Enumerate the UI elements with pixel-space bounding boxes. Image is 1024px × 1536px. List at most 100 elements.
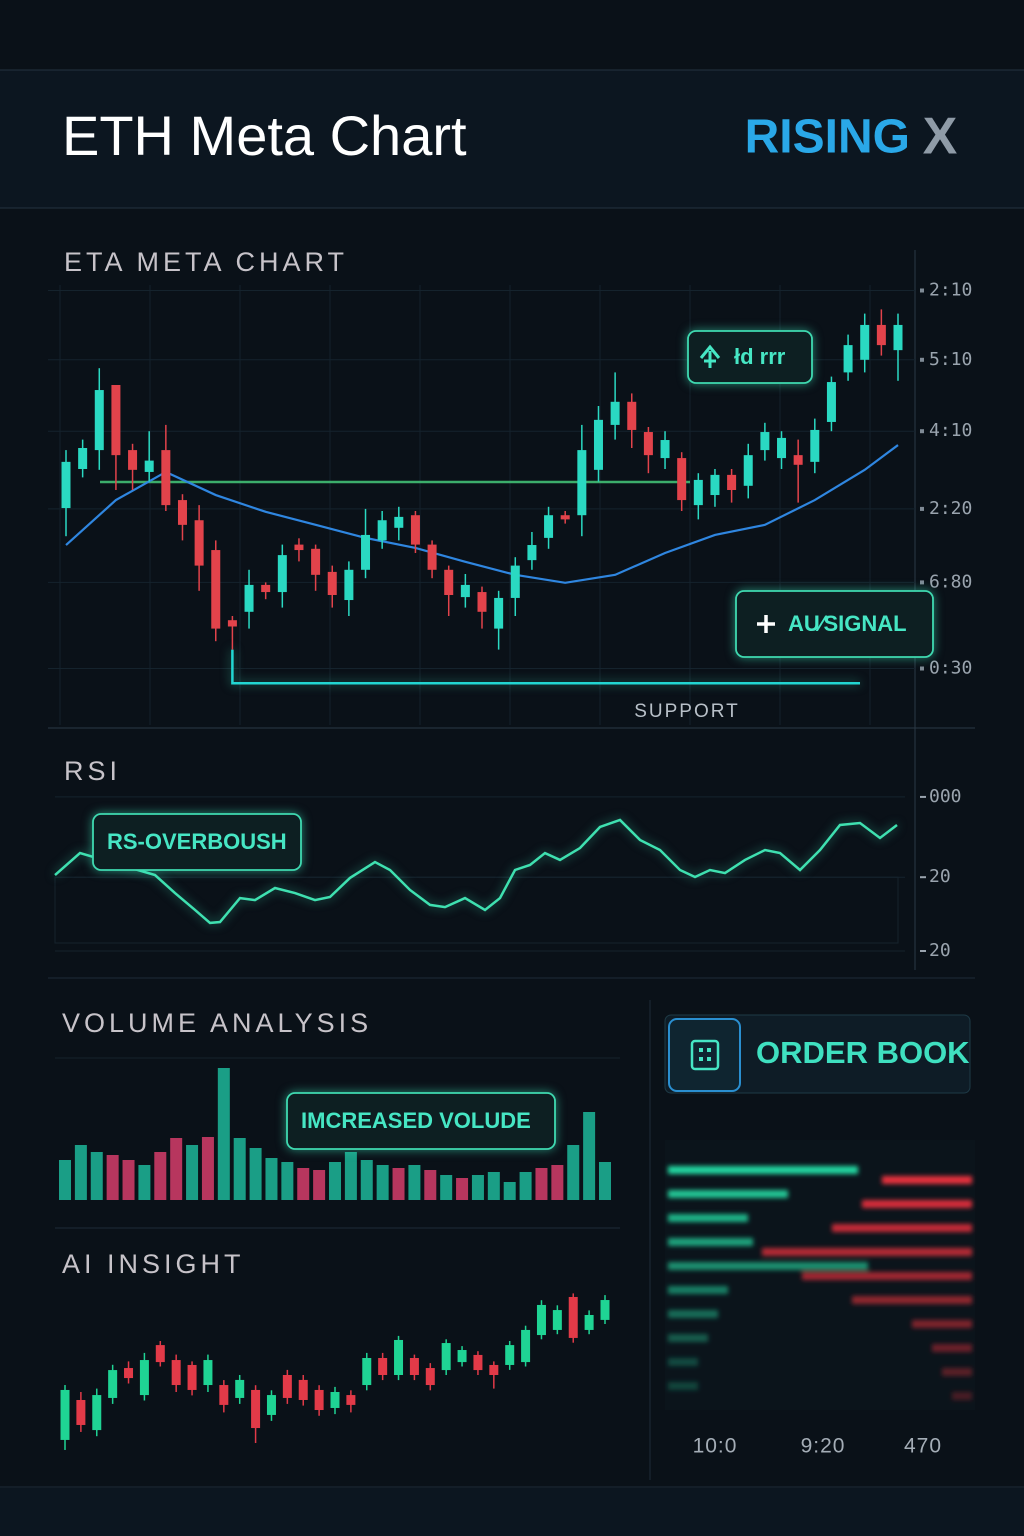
- level-label: SUPPORT: [634, 701, 740, 722]
- candle-body: [743, 455, 753, 486]
- candle-body: [128, 450, 138, 470]
- candle-body: [161, 450, 171, 506]
- volume-bar: [408, 1165, 421, 1200]
- candle-body: [171, 1360, 181, 1386]
- bid-bar: [668, 1286, 728, 1294]
- volume-bar: [503, 1182, 516, 1200]
- badge-text: łd rrr: [734, 344, 786, 369]
- candle-body: [505, 1345, 515, 1365]
- bid-bar: [668, 1238, 753, 1246]
- volume-bar: [535, 1168, 548, 1200]
- candle-body: [266, 1395, 276, 1415]
- icon-dot: [707, 1048, 711, 1052]
- ask-bar: [852, 1296, 972, 1304]
- order-book-label: 470: [904, 1435, 942, 1458]
- candle-body: [144, 460, 154, 472]
- bid-bar: [668, 1214, 748, 1222]
- order-book-icon-box[interactable]: [668, 1018, 741, 1092]
- y-tick-label: 5:10: [929, 349, 972, 370]
- candle-body: [344, 569, 354, 601]
- bid-bar: [668, 1166, 858, 1174]
- volume-bar: [471, 1175, 484, 1200]
- order-book-header[interactable]: [664, 1014, 971, 1094]
- y-tick-label: 2:20: [929, 498, 972, 519]
- candle-body: [294, 544, 304, 551]
- candle-body: [377, 520, 387, 541]
- candle-body: [78, 448, 88, 469]
- tick-mark: [920, 580, 924, 585]
- candle-body: [361, 534, 371, 570]
- volume-bar: [456, 1178, 469, 1200]
- order-book-title[interactable]: ORDER BOOK: [756, 1035, 970, 1070]
- tick-mark: [920, 506, 924, 511]
- badge: AU⁄SIGNAL: [735, 590, 934, 658]
- candle-body: [76, 1399, 86, 1425]
- candle-body: [600, 1300, 610, 1320]
- candle-body: [211, 550, 221, 629]
- candle-body: [219, 1385, 229, 1405]
- candle-body: [536, 1304, 546, 1336]
- footer-bar: [0, 1488, 1024, 1536]
- volume-bar: [90, 1152, 103, 1200]
- candle-body: [298, 1379, 308, 1400]
- volume-bar: [487, 1172, 500, 1200]
- volume-bar: [392, 1168, 405, 1200]
- candle-body: [203, 1360, 213, 1386]
- volume-bar: [440, 1175, 453, 1200]
- ask-bar: [882, 1176, 972, 1184]
- ask-bar: [832, 1224, 972, 1232]
- y-tick-label: 000: [929, 786, 962, 807]
- candle-body: [693, 479, 703, 506]
- bid-bar: [668, 1310, 718, 1318]
- candle-body: [444, 569, 454, 595]
- order-book-rows: [668, 1166, 972, 1400]
- icon-dot: [707, 1057, 711, 1061]
- volume-bar: [297, 1168, 310, 1200]
- bid-bar: [668, 1190, 788, 1198]
- volume-bar: [74, 1145, 87, 1200]
- tick-mark: [920, 429, 924, 434]
- volume-bar: [265, 1158, 278, 1200]
- candle-body: [584, 1314, 594, 1330]
- volume-bar: [344, 1152, 357, 1200]
- candle-body: [111, 385, 121, 456]
- volume-bar: [59, 1160, 71, 1200]
- candle-body: [441, 1343, 451, 1371]
- candle-body: [227, 620, 237, 627]
- candle-body: [362, 1358, 372, 1386]
- badge-box: [687, 330, 813, 384]
- badge-text: RS-OVERBOUSH: [107, 829, 287, 854]
- bid-bar: [668, 1262, 868, 1270]
- candle-body: [876, 324, 886, 346]
- logo-mark: X: [923, 108, 958, 166]
- candle-body: [139, 1360, 149, 1396]
- volume-bar: [551, 1165, 564, 1200]
- candle-body: [473, 1354, 483, 1371]
- panel-title: VOLUME ANALYSIS: [62, 1008, 372, 1038]
- tick-mark: [920, 357, 924, 362]
- volume-bar: [122, 1160, 135, 1200]
- candle-body: [155, 1345, 165, 1363]
- badge-icon: [757, 615, 775, 633]
- candle-body: [261, 584, 271, 593]
- candle-body: [521, 1329, 531, 1363]
- volume-bar: [154, 1152, 167, 1200]
- volume-bar: [519, 1172, 532, 1200]
- candle-body: [810, 429, 820, 462]
- candle-body: [560, 515, 570, 520]
- badge: IMCREASED VOLUDE: [286, 1092, 556, 1150]
- moving-average: [65, 444, 899, 584]
- candle-body: [893, 324, 903, 351]
- volume-bar: [313, 1170, 326, 1200]
- candle-body: [282, 1375, 292, 1398]
- volume-bar: [376, 1165, 389, 1200]
- candle-body: [177, 500, 187, 525]
- badge-text: AU⁄SIGNAL: [788, 611, 907, 636]
- panel-title: ETA META CHART: [64, 247, 348, 277]
- volume-bar: [567, 1145, 580, 1200]
- candle-body: [460, 584, 470, 598]
- order-book-label: 10:0: [693, 1435, 738, 1458]
- candle-body: [409, 1358, 419, 1375]
